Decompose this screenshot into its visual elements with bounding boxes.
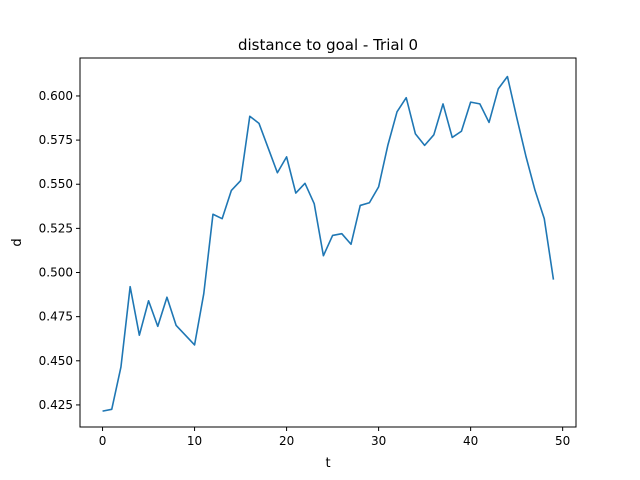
y-tick-label: 0.525	[39, 221, 73, 235]
y-axis-label: d	[10, 238, 25, 246]
x-tick-label: 50	[555, 434, 570, 448]
y-tick-label: 0.550	[39, 177, 73, 191]
y-tick-label: 0.575	[39, 133, 73, 147]
x-axis-label: t	[325, 456, 330, 471]
y-tick-label: 0.500	[39, 266, 73, 280]
x-tick-label: 30	[371, 434, 386, 448]
y-tick-label: 0.450	[39, 354, 73, 368]
y-axis-ticks: 0.425 0.450 0.475 0.500 0.525 0.550 0.575 0.600	[39, 89, 80, 412]
chart-title: distance to goal - Trial 0	[238, 36, 418, 54]
y-tick-label: 0.475	[39, 310, 73, 324]
x-tick-label: 10	[187, 434, 202, 448]
y-tick-label: 0.425	[39, 398, 73, 412]
x-tick-label: 0	[99, 434, 107, 448]
x-tick-label: 40	[463, 434, 478, 448]
y-tick-label: 0.600	[39, 89, 73, 103]
plot-frame	[79, 57, 577, 428]
x-tick-label: 20	[279, 434, 294, 448]
x-axis-ticks: 0 10 20 30 40 50	[99, 427, 570, 448]
distance-series-line	[102, 75, 555, 412]
